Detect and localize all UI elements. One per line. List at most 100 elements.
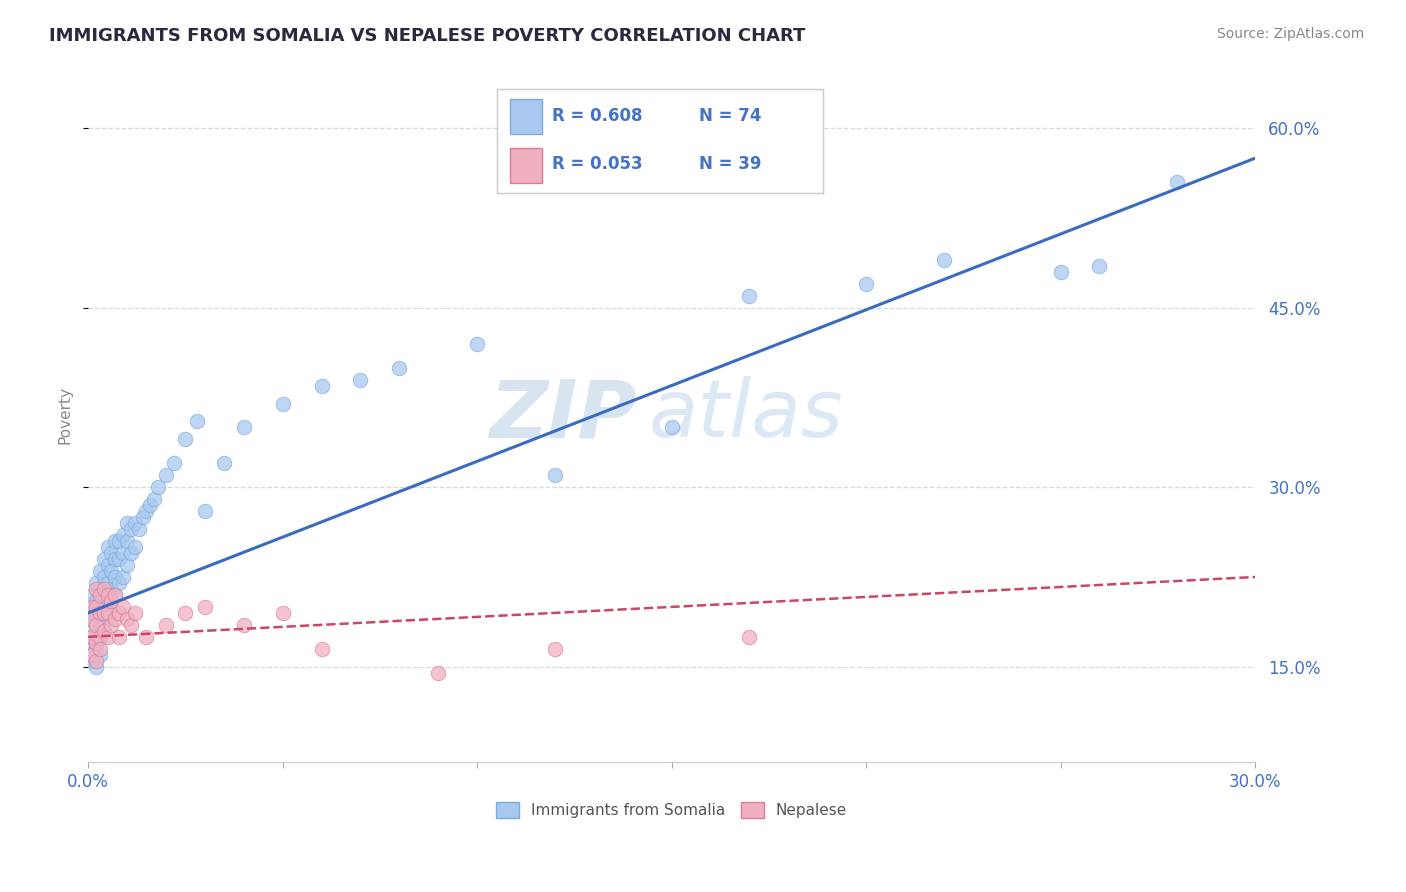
- Point: [84, 582, 107, 596]
- Point: [89, 564, 111, 578]
- Point: [232, 618, 254, 632]
- Point: [84, 659, 107, 673]
- Point: [89, 588, 111, 602]
- Point: [112, 599, 135, 614]
- Point: [97, 606, 120, 620]
- Point: [388, 360, 411, 375]
- Point: [93, 582, 115, 596]
- Point: [104, 612, 127, 626]
- Point: [115, 534, 138, 549]
- Point: [104, 552, 127, 566]
- Point: [100, 564, 122, 578]
- Point: [1049, 265, 1071, 279]
- Point: [84, 630, 107, 644]
- Point: [80, 618, 103, 632]
- Point: [124, 516, 146, 530]
- Point: [232, 420, 254, 434]
- Point: [93, 552, 115, 566]
- Point: [97, 588, 120, 602]
- Point: [120, 522, 142, 536]
- Point: [146, 480, 169, 494]
- Point: [194, 599, 217, 614]
- Point: [89, 648, 111, 662]
- Point: [108, 606, 131, 620]
- Point: [1166, 175, 1188, 189]
- Point: [661, 420, 683, 434]
- Point: [97, 594, 120, 608]
- Point: [544, 641, 567, 656]
- Text: ZIP: ZIP: [489, 376, 637, 455]
- Point: [80, 654, 103, 668]
- Point: [100, 594, 122, 608]
- Point: [80, 606, 103, 620]
- Point: [97, 540, 120, 554]
- Point: [100, 546, 122, 560]
- Point: [100, 618, 122, 632]
- Point: [120, 546, 142, 560]
- Point: [84, 576, 107, 591]
- Point: [465, 336, 488, 351]
- Point: [124, 540, 146, 554]
- Point: [89, 599, 111, 614]
- Point: [80, 588, 103, 602]
- Point: [271, 396, 294, 410]
- Point: [427, 665, 450, 680]
- Point: [135, 504, 157, 518]
- Point: [100, 582, 122, 596]
- Point: [115, 516, 138, 530]
- Point: [155, 468, 177, 483]
- Point: [89, 630, 111, 644]
- Point: [855, 277, 877, 291]
- Point: [97, 630, 120, 644]
- Y-axis label: Poverty: Poverty: [58, 386, 72, 444]
- Point: [84, 641, 107, 656]
- Point: [84, 636, 107, 650]
- Point: [1088, 259, 1111, 273]
- Point: [738, 289, 761, 303]
- Point: [124, 606, 146, 620]
- Point: [84, 606, 107, 620]
- Point: [544, 468, 567, 483]
- Point: [311, 378, 333, 392]
- Point: [89, 641, 111, 656]
- Point: [97, 558, 120, 572]
- Point: [174, 606, 197, 620]
- Text: IMMIGRANTS FROM SOMALIA VS NEPALESE POVERTY CORRELATION CHART: IMMIGRANTS FROM SOMALIA VS NEPALESE POVE…: [49, 27, 806, 45]
- Point: [80, 636, 103, 650]
- Point: [80, 648, 103, 662]
- Point: [84, 618, 107, 632]
- Point: [135, 630, 157, 644]
- Point: [97, 576, 120, 591]
- Point: [108, 534, 131, 549]
- Text: atlas: atlas: [648, 376, 844, 455]
- Point: [163, 456, 186, 470]
- Point: [80, 630, 103, 644]
- Point: [108, 576, 131, 591]
- Point: [186, 414, 208, 428]
- Point: [104, 570, 127, 584]
- Point: [93, 606, 115, 620]
- Point: [104, 534, 127, 549]
- Legend: Immigrants from Somalia, Nepalese: Immigrants from Somalia, Nepalese: [489, 796, 853, 824]
- Point: [311, 641, 333, 656]
- Text: Source: ZipAtlas.com: Source: ZipAtlas.com: [1216, 27, 1364, 41]
- Point: [93, 606, 115, 620]
- Point: [214, 456, 236, 470]
- Point: [100, 599, 122, 614]
- Point: [115, 558, 138, 572]
- Point: [128, 522, 150, 536]
- Point: [120, 618, 142, 632]
- Point: [108, 552, 131, 566]
- Point: [104, 588, 127, 602]
- Point: [143, 492, 166, 507]
- Point: [349, 373, 371, 387]
- Point: [271, 606, 294, 620]
- Point: [80, 612, 103, 626]
- Point: [108, 630, 131, 644]
- Point: [115, 612, 138, 626]
- Point: [93, 570, 115, 584]
- Point: [131, 510, 153, 524]
- Point: [89, 582, 111, 596]
- Point: [89, 630, 111, 644]
- Point: [194, 504, 217, 518]
